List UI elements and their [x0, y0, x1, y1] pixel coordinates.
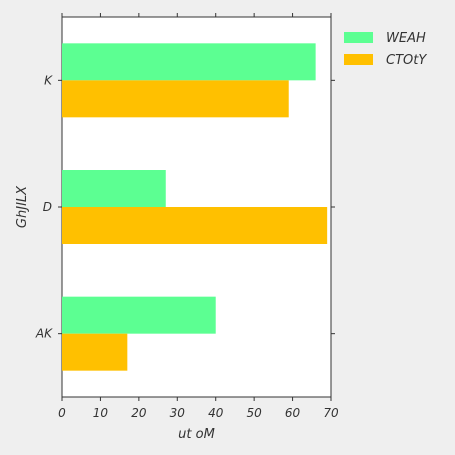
legend-label-CTOtY: CTOtY — [386, 53, 427, 68]
ticks-group: 0 10 20 30 40 50 60 70 K D AK — [35, 13, 339, 420]
legend-label-WEAH: WEAH — [386, 31, 426, 46]
bar-CTOtY-D — [62, 207, 328, 244]
y-tick-label: D — [43, 200, 52, 214]
x-tick-label: 60 — [285, 406, 301, 420]
bars-group — [62, 43, 328, 371]
x-tick-label: 40 — [208, 406, 224, 420]
y-tick-label: K — [44, 73, 53, 87]
x-axis-title: ut oM — [178, 427, 215, 442]
bar-WEAH-D — [62, 170, 166, 207]
y-tick-label: AK — [35, 327, 53, 341]
x-tick-label: 30 — [170, 406, 186, 420]
bar-WEAH-K — [62, 43, 316, 81]
x-tick-label: 50 — [247, 406, 263, 420]
x-tick-label: 10 — [93, 406, 109, 420]
y-axis-title: GhJILX — [15, 185, 30, 228]
x-tick-label: 20 — [131, 406, 147, 420]
bar-CTOtY-AK — [62, 333, 128, 371]
x-tick-label: 0 — [58, 406, 66, 420]
legend: WEAH CTOtY — [344, 31, 427, 68]
x-tick-label: 70 — [323, 406, 339, 420]
bar-CTOtY-K — [62, 80, 289, 118]
bar-WEAH-AK — [62, 296, 216, 334]
legend-swatch-CTOtY — [344, 54, 373, 65]
legend-swatch-WEAH — [344, 32, 373, 43]
